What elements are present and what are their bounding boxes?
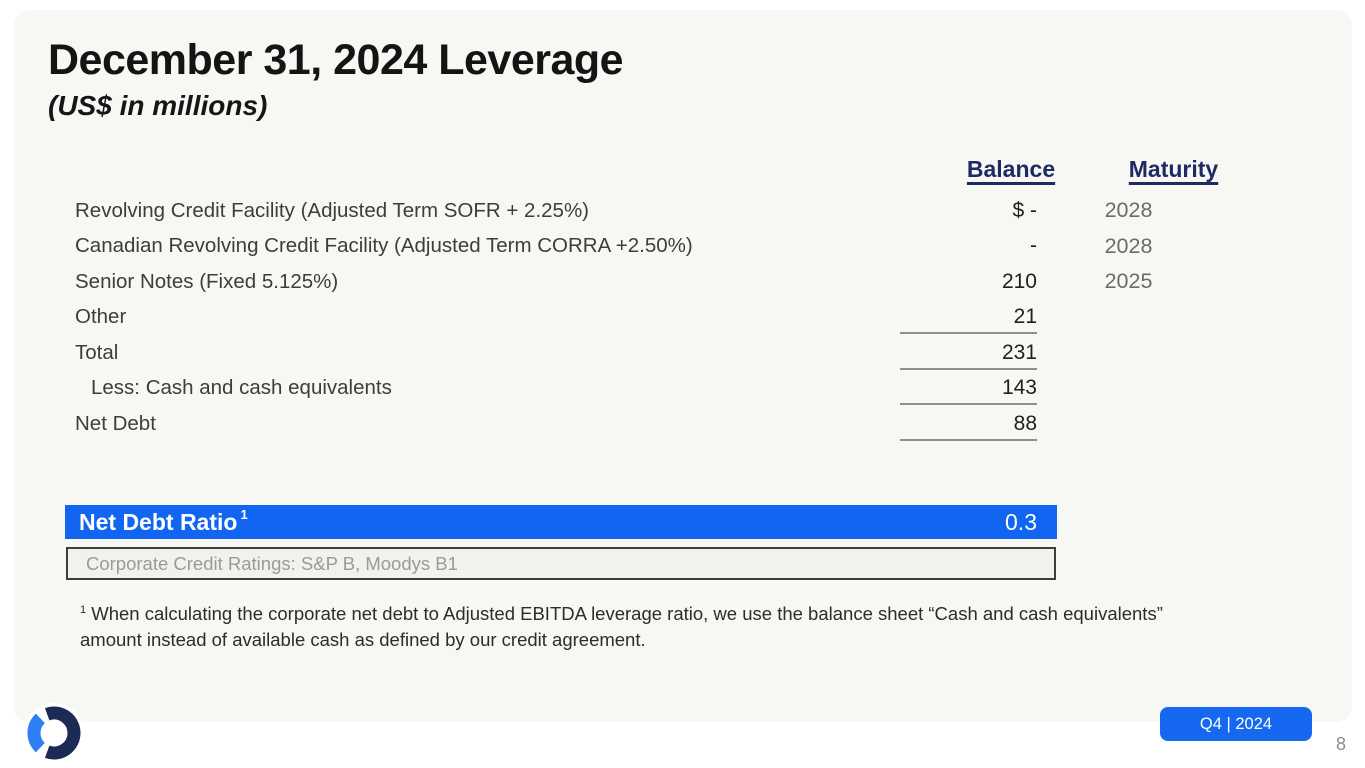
net-debt-ratio-value: 0.3	[1005, 508, 1037, 535]
row-balance: 143	[865, 376, 1037, 406]
row-label: Canadian Revolving Credit Facility (Adju…	[75, 234, 693, 258]
table-row: Revolving Credit Facility (Adjusted Term…	[0, 193, 1365, 229]
row-label: Revolving Credit Facility (Adjusted Term…	[75, 198, 590, 222]
column-header-balance: Balance	[966, 156, 1056, 182]
credit-ratings-text: Corporate Credit Ratings: S&P B, Moodys …	[86, 552, 458, 574]
credit-ratings-box: Corporate Credit Ratings: S&P B, Moodys …	[66, 547, 1056, 580]
row-label: Net Debt	[75, 411, 156, 435]
company-ring-logo-icon	[24, 703, 84, 763]
slide-card	[14, 10, 1352, 722]
row-balance: -	[1030, 234, 1037, 258]
row-balance: 231	[865, 341, 1037, 370]
net-debt-ratio-label: Net Debt Ratio 1	[79, 506, 248, 536]
ratio-label-text: Net Debt Ratio	[79, 508, 238, 535]
row-label: Less: Cash and cash equivalents	[91, 376, 392, 400]
row-maturity: 2028	[1104, 233, 1153, 258]
quarter-badge: Q4 | 2024	[1160, 707, 1312, 741]
page-subtitle: (US$ in millions)	[48, 90, 268, 121]
table-row: Canadian Revolving Credit Facility (Adju…	[0, 229, 1365, 265]
leverage-table: Revolving Credit Facility (Adjusted Term…	[0, 193, 1365, 442]
row-label: Senior Notes (Fixed 5.125%)	[75, 269, 339, 293]
row-maturity: 2028	[1104, 198, 1153, 223]
footnote-marker: 1	[80, 603, 87, 616]
footnote-text: When calculating the corporate net debt …	[80, 603, 1163, 651]
footnote: 1 When calculating the corporate net deb…	[80, 601, 1215, 654]
table-row: Less: Cash and cash equivalents 143	[0, 371, 1365, 407]
net-debt-ratio-bar: Net Debt Ratio 1 0.3	[65, 505, 1057, 539]
row-maturity: 2025	[1104, 269, 1153, 294]
table-row: Net Debt 88	[0, 406, 1365, 442]
row-balance: $ -	[1012, 198, 1037, 222]
page-title: December 31, 2024 Leverage	[48, 36, 624, 84]
column-header-maturity: Maturity	[1128, 156, 1219, 182]
row-label: Total	[75, 340, 119, 364]
table-header: Balance Maturity	[0, 156, 1365, 183]
row-balance: 88	[865, 412, 1037, 441]
table-row: Senior Notes (Fixed 5.125%) 210 2025	[0, 264, 1365, 300]
row-label: Other	[75, 305, 127, 329]
page-number: 8	[1336, 734, 1347, 754]
row-balance: 21	[865, 305, 1037, 335]
ratio-footnote-marker: 1	[240, 506, 248, 522]
table-row: Other 21	[0, 300, 1365, 336]
row-balance: 210	[1001, 269, 1037, 293]
table-row: Total 231	[0, 335, 1365, 371]
